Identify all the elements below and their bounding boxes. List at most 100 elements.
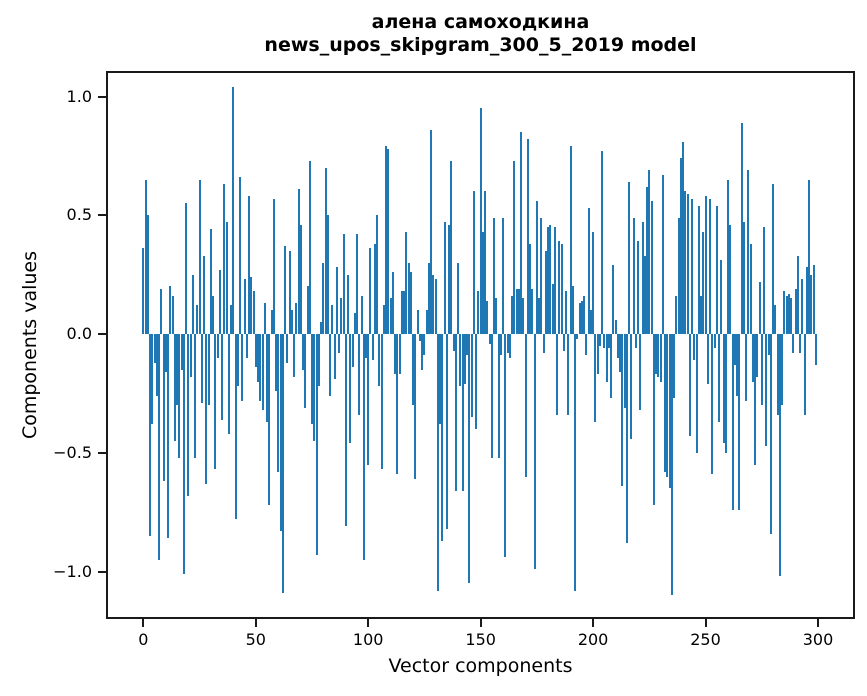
bar [221, 334, 223, 420]
bar [342, 234, 345, 334]
y-axis-tick [98, 570, 106, 573]
x-axis-tick [817, 619, 819, 627]
bar [277, 334, 280, 472]
bar [664, 334, 667, 472]
bar [441, 334, 444, 541]
bar [445, 334, 448, 529]
bar [558, 241, 561, 334]
bar [405, 232, 408, 334]
bar [571, 286, 574, 334]
bar [468, 334, 471, 583]
bar [315, 334, 318, 555]
bar [808, 180, 810, 334]
bar [376, 215, 379, 334]
y-axis-tick [98, 333, 106, 335]
bar [733, 334, 736, 365]
bar [632, 218, 635, 334]
bar [697, 206, 700, 334]
bar [349, 334, 352, 443]
bar [472, 191, 475, 334]
bar [513, 161, 516, 334]
x-axis-tick-label: 250 [690, 630, 721, 649]
bar [727, 180, 729, 334]
bar [666, 334, 669, 477]
bar [434, 279, 437, 334]
bar [502, 218, 505, 334]
bar [243, 279, 246, 334]
bar [621, 334, 624, 486]
bar [756, 334, 759, 377]
bar [268, 334, 271, 505]
bar [286, 334, 289, 363]
bar [745, 334, 747, 401]
bar [607, 334, 610, 348]
y-axis-tick [98, 214, 106, 217]
bar [427, 263, 430, 334]
bar [695, 334, 698, 453]
bar [378, 334, 381, 386]
bar [344, 334, 347, 526]
bar [234, 334, 237, 519]
bar [182, 334, 185, 574]
x-axis-tick [367, 619, 370, 627]
bar [679, 158, 682, 334]
x-axis-tick-label: 150 [465, 630, 496, 649]
bar [772, 184, 774, 334]
bar [466, 334, 469, 355]
bar [448, 225, 451, 334]
bar [241, 334, 244, 401]
bar [205, 334, 208, 484]
bar [529, 244, 532, 334]
bar [720, 260, 723, 334]
bar [335, 267, 338, 334]
bar [250, 277, 253, 334]
x-axis-tick [479, 619, 482, 627]
bar [436, 334, 439, 591]
bar [358, 334, 361, 415]
bar [643, 256, 646, 334]
bar [293, 334, 295, 377]
bar [340, 298, 343, 334]
bar [225, 222, 228, 334]
bar [736, 334, 738, 396]
x-axis-tick-label: 0 [138, 630, 149, 649]
bar [470, 334, 473, 417]
bar [475, 334, 478, 429]
bar [684, 191, 687, 334]
bar [535, 201, 538, 334]
bar [146, 215, 149, 334]
bar [767, 334, 770, 355]
bar [245, 334, 248, 358]
bar [418, 334, 421, 341]
bar [180, 334, 183, 370]
bar [272, 199, 275, 334]
bar [365, 334, 367, 358]
bar [641, 222, 644, 334]
bar [583, 296, 586, 334]
bar [302, 334, 304, 370]
bar [347, 275, 349, 334]
bar [313, 334, 316, 441]
bar [637, 241, 640, 334]
bar [463, 334, 466, 384]
bar [520, 132, 523, 334]
bar [187, 334, 190, 496]
bar [486, 301, 489, 334]
bar [171, 296, 174, 334]
bar [306, 286, 309, 334]
bar [547, 227, 550, 334]
bar [567, 334, 570, 415]
bar [598, 334, 601, 346]
bar [322, 263, 325, 334]
bar [218, 270, 221, 334]
bar [565, 291, 568, 334]
bar [715, 206, 718, 334]
bar [562, 334, 565, 351]
bar [785, 296, 788, 334]
bar [787, 294, 790, 334]
bar [173, 334, 176, 441]
bar [682, 142, 685, 334]
bar [506, 334, 509, 353]
x-axis-tick [704, 619, 707, 627]
